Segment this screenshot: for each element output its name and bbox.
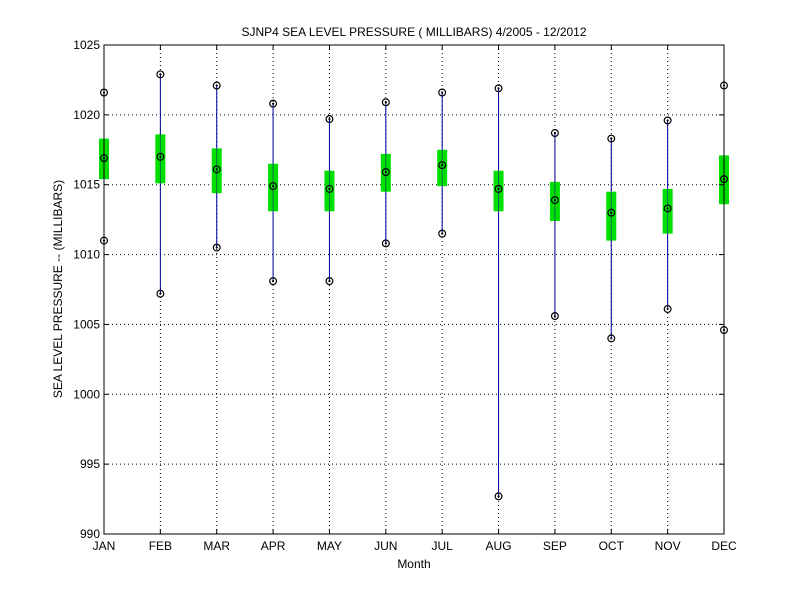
- x-tick-label: FEB: [149, 539, 172, 553]
- min-marker-dot: [271, 280, 275, 283]
- max-marker-dot: [215, 84, 218, 87]
- min-marker-may: [325, 277, 334, 286]
- min-marker-mar: [212, 243, 221, 252]
- mean-marker-jul: [438, 161, 447, 170]
- max-marker-may: [325, 115, 334, 124]
- x-tick-label: JUN: [374, 539, 397, 553]
- max-marker-nov: [663, 116, 672, 125]
- mean-marker-dot: [441, 164, 444, 167]
- max-marker-aug: [494, 84, 503, 93]
- month-group-jul: [437, 88, 448, 238]
- min-marker-dot: [159, 292, 162, 295]
- month-group-oct: [606, 134, 617, 343]
- month-group-sep: [549, 129, 560, 321]
- max-marker-dot: [497, 87, 500, 90]
- y-tick-label: 1020: [73, 108, 100, 122]
- x-tick-label: NOV: [655, 539, 681, 553]
- y-tick-label: 1015: [73, 178, 100, 192]
- max-marker-dot: [610, 137, 613, 140]
- min-marker-dot: [553, 314, 557, 318]
- max-marker-dot: [384, 101, 387, 104]
- mean-marker-dot: [553, 198, 557, 202]
- max-marker-oct: [607, 134, 616, 143]
- mean-marker-sep: [550, 196, 559, 205]
- min-marker-aug: [494, 492, 503, 501]
- mean-marker-may: [325, 184, 334, 193]
- mean-marker-dot: [328, 187, 331, 191]
- mean-marker-dot: [610, 211, 613, 214]
- x-tick-label: DEC: [711, 539, 737, 553]
- tick-layer: 990 995 1000 1005 1010 1015 1020 1025 JAN FEB MAR A…: [73, 38, 737, 553]
- min-marker-dot: [328, 280, 331, 283]
- x-tick-label: JAN: [93, 539, 116, 553]
- max-marker-mar: [212, 81, 221, 90]
- month-group-may: [324, 115, 335, 286]
- month-group-jun: [380, 98, 391, 248]
- max-marker-dot: [328, 117, 331, 121]
- y-tick-label: 1000: [73, 387, 100, 401]
- min-marker-dot: [497, 495, 500, 498]
- mean-marker-nov: [663, 204, 672, 213]
- mean-marker-dot: [666, 207, 669, 210]
- max-marker-apr: [269, 99, 278, 108]
- mean-marker-dot: [159, 155, 162, 158]
- x-tick-label: SEP: [543, 539, 567, 553]
- min-marker-dot: [215, 246, 218, 249]
- plot-frame: [103, 44, 725, 535]
- min-marker-apr: [269, 277, 278, 286]
- mean-marker-mar: [212, 165, 221, 174]
- min-marker-dot: [441, 232, 444, 235]
- min-marker-dot: [610, 337, 613, 340]
- mean-marker-feb: [156, 152, 165, 161]
- month-group-aug: [493, 84, 504, 501]
- x-tick-label: AUG: [486, 539, 512, 553]
- mean-marker-aug: [494, 184, 503, 193]
- month-group-mar: [211, 81, 222, 252]
- mean-marker-dot: [497, 187, 500, 191]
- min-marker-jun: [381, 239, 390, 248]
- x-tick-label: OCT: [599, 539, 625, 553]
- y-tick-label: 990: [80, 527, 100, 541]
- min-marker-feb: [156, 289, 165, 298]
- x-tick-label: MAY: [317, 539, 342, 553]
- x-tick-label: JUL: [432, 539, 454, 553]
- x-tick-label: APR: [261, 539, 286, 553]
- month-group-feb: [155, 70, 166, 298]
- mean-marker-dot: [271, 185, 275, 188]
- max-marker-jul: [438, 88, 447, 97]
- min-marker-oct: [607, 334, 616, 343]
- min-marker-nov: [663, 305, 672, 314]
- x-tick-label: MAR: [203, 539, 230, 553]
- y-axis-label: SEA LEVEL PRESSURE -- (MILLIBARS): [51, 180, 65, 398]
- min-marker-dot: [666, 307, 669, 311]
- mean-marker-jun: [381, 168, 390, 177]
- chart-title: SJNP4 SEA LEVEL PRESSURE ( MILLIBARS) 4/…: [241, 25, 586, 39]
- mean-marker-apr: [269, 182, 278, 191]
- max-marker-dot: [271, 102, 275, 105]
- max-marker-dot: [553, 131, 557, 135]
- min-marker-dot: [384, 242, 387, 245]
- mean-marker-dot: [215, 168, 218, 171]
- max-marker-feb: [156, 70, 165, 79]
- min-marker-sep: [550, 312, 559, 321]
- max-marker-dot: [159, 73, 162, 76]
- y-tick-label: 995: [80, 457, 100, 471]
- y-tick-label: 1010: [73, 248, 100, 262]
- mean-marker-oct: [607, 208, 616, 217]
- max-marker-dot: [441, 91, 444, 94]
- max-marker-dot: [666, 119, 669, 122]
- mean-marker-dot: [384, 171, 387, 174]
- max-marker-jun: [381, 98, 390, 107]
- series-layer: [99, 70, 729, 501]
- month-group-apr: [268, 99, 279, 286]
- y-tick-label: 1025: [73, 38, 100, 52]
- x-axis-label: Month: [397, 557, 430, 571]
- month-group-nov: [662, 116, 673, 314]
- min-marker-jul: [438, 229, 447, 238]
- max-marker-sep: [550, 129, 559, 138]
- y-tick-label: 1005: [73, 317, 100, 331]
